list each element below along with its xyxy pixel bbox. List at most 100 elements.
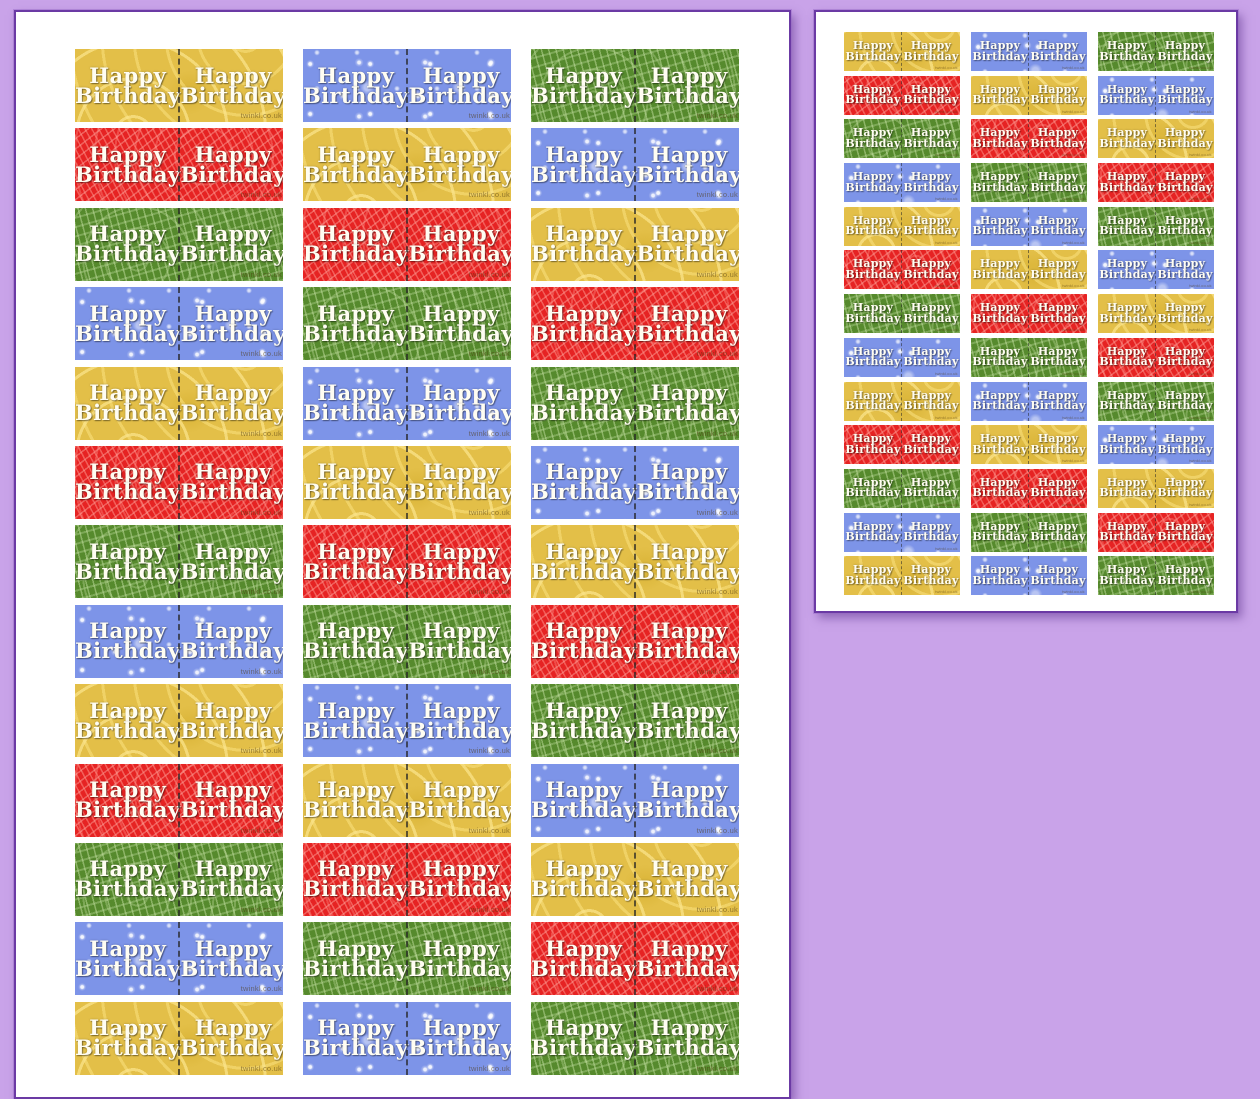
- label-right-half: Happy Birthday twinkl.co.uk: [180, 605, 283, 678]
- label-text: Happy Birthday: [75, 1015, 181, 1061]
- twinkl-watermark: twinkl.co.uk: [240, 825, 282, 835]
- twinkl-watermark: twinkl.co.uk: [1062, 590, 1085, 595]
- label-left-half: Happy Birthday: [303, 287, 408, 360]
- birthday-label-green: Happy Birthday Happy Birthday twinkl.co.…: [844, 119, 960, 159]
- label-grid: Happy Birthday Happy Birthday twinkl.co.…: [75, 49, 739, 1075]
- birthday-label-green: Happy Birthday Happy Birthday twinkl.co.…: [1098, 206, 1214, 246]
- label-right-half: Happy Birthday twinkl.co.uk: [180, 843, 283, 916]
- birthday-label-yellow: Happy Birthday Happy Birthday twinkl.co.…: [303, 763, 511, 837]
- birthday-label-blue: Happy Birthday Happy Birthday twinkl.co.…: [303, 684, 511, 758]
- birthday-label-yellow: Happy Birthday Happy Birthday twinkl.co.…: [1098, 468, 1214, 508]
- birthday-label-blue: Happy Birthday Happy Birthday twinkl.co.…: [75, 287, 283, 361]
- cut-line: [178, 842, 180, 916]
- label-text: Happy Birthday: [972, 39, 1028, 63]
- label-right-half: Happy Birthday twinkl.co.uk: [408, 525, 511, 598]
- label-text: Happy Birthday: [1099, 257, 1155, 281]
- birthday-label-blue: Happy Birthday Happy Birthday twinkl.co.…: [531, 445, 739, 519]
- label-right-half: Happy Birthday twinkl.co.uk: [636, 367, 739, 440]
- birthday-label-green: Happy Birthday Happy Birthday twinkl.co.…: [303, 287, 511, 361]
- label-text: Happy Birthday: [1157, 170, 1213, 194]
- cut-line: [1028, 381, 1029, 421]
- twinkl-watermark: twinkl.co.uk: [935, 65, 958, 70]
- twinkl-watermark: twinkl.co.uk: [468, 904, 510, 914]
- label-text: Happy Birthday: [903, 388, 959, 412]
- birthday-label-blue: Happy Birthday Happy Birthday twinkl.co.…: [303, 49, 511, 122]
- cut-line: [1155, 556, 1156, 596]
- label-left-half: Happy Birthday: [75, 764, 180, 837]
- label-text: Happy Birthday: [1030, 432, 1086, 456]
- twinkl-watermark: twinkl.co.uk: [935, 546, 958, 551]
- cut-line: [178, 922, 180, 996]
- label-right-half: Happy Birthday twinkl.co.uk: [180, 446, 283, 519]
- twinkl-watermark: twinkl.co.uk: [696, 746, 738, 756]
- birthday-label-yellow: Happy Birthday Happy Birthday twinkl.co.…: [75, 49, 283, 122]
- birthday-label-red: Happy Birthday Happy Birthday twinkl.co.…: [303, 842, 511, 916]
- birthday-label-red: Happy Birthday Happy Birthday twinkl.co.…: [844, 250, 960, 290]
- cut-line: [634, 128, 636, 202]
- cut-line: [634, 763, 636, 837]
- cut-line: [178, 287, 180, 361]
- birthday-label-blue: Happy Birthday Happy Birthday twinkl.co.…: [75, 922, 283, 996]
- label-left-half: Happy Birthday: [75, 1002, 180, 1075]
- label-left-half: Happy Birthday: [971, 338, 1029, 377]
- label-text: Happy Birthday: [303, 459, 409, 505]
- twinkl-watermark: twinkl.co.uk: [696, 984, 738, 994]
- label-right-half: Happy Birthday twinkl.co.uk: [408, 367, 511, 440]
- label-left-half: Happy Birthday: [75, 208, 180, 281]
- cut-line: [406, 684, 408, 758]
- birthday-label-blue: Happy Birthday Happy Birthday twinkl.co.…: [531, 128, 739, 202]
- birthday-label-yellow: Happy Birthday Happy Birthday twinkl.co.…: [971, 250, 1087, 290]
- cut-line: [406, 287, 408, 361]
- label-text: Happy Birthday: [1157, 126, 1213, 150]
- cut-line: [634, 49, 636, 122]
- label-left-half: Happy Birthday: [531, 922, 636, 995]
- label-left-half: Happy Birthday: [971, 76, 1029, 115]
- label-text: Happy Birthday: [408, 856, 511, 902]
- label-text: Happy Birthday: [845, 519, 901, 544]
- label-text: Happy Birthday: [75, 300, 181, 346]
- label-left-half: Happy Birthday: [75, 525, 180, 598]
- label-left-half: Happy Birthday: [971, 425, 1029, 464]
- cut-line: [634, 366, 636, 440]
- label-left-half: Happy Birthday: [75, 843, 180, 916]
- twinkl-watermark: twinkl.co.uk: [935, 109, 958, 114]
- label-text: Happy Birthday: [531, 62, 637, 108]
- label-text: Happy Birthday: [1157, 519, 1213, 544]
- label-text: Happy Birthday: [903, 257, 959, 281]
- cut-line: [901, 75, 902, 115]
- label-left-half: Happy Birthday: [1098, 513, 1156, 552]
- label-left-half: Happy Birthday: [303, 1002, 408, 1075]
- birthday-label-red: Happy Birthday Happy Birthday twinkl.co.…: [971, 294, 1087, 334]
- label-right-half: Happy Birthday twinkl.co.uk: [1156, 556, 1214, 595]
- cut-line: [1155, 250, 1156, 290]
- label-text: Happy Birthday: [636, 697, 739, 743]
- birthday-label-yellow: Happy Birthday Happy Birthday twinkl.co.…: [844, 32, 960, 71]
- label-text: Happy Birthday: [845, 432, 901, 456]
- label-text: Happy Birthday: [531, 777, 637, 823]
- cut-line: [634, 842, 636, 916]
- label-left-half: Happy Birthday: [844, 469, 902, 508]
- birthday-label-red: Happy Birthday Happy Birthday twinkl.co.…: [844, 425, 960, 465]
- label-left-half: Happy Birthday: [971, 163, 1029, 202]
- birthday-label-blue: Happy Birthday Happy Birthday twinkl.co.…: [1098, 250, 1214, 290]
- label-left-half: Happy Birthday: [75, 367, 180, 440]
- birthday-label-blue: Happy Birthday Happy Birthday twinkl.co.…: [303, 1001, 511, 1075]
- label-text: Happy Birthday: [903, 475, 959, 500]
- cut-line: [634, 922, 636, 996]
- label-right-half: Happy Birthday twinkl.co.uk: [902, 119, 960, 158]
- label-text: Happy Birthday: [1030, 344, 1086, 369]
- twinkl-watermark: twinkl.co.uk: [1062, 65, 1085, 70]
- label-text: Happy Birthday: [180, 538, 283, 584]
- label-text: Happy Birthday: [845, 475, 901, 500]
- label-left-half: Happy Birthday: [844, 163, 902, 202]
- twinkl-watermark: twinkl.co.uk: [1189, 502, 1212, 507]
- label-text: Happy Birthday: [636, 935, 739, 981]
- label-left-half: Happy Birthday: [844, 425, 902, 464]
- label-text: Happy Birthday: [903, 82, 959, 107]
- twinkl-watermark: twinkl.co.uk: [696, 666, 738, 676]
- label-left-half: Happy Birthday: [303, 49, 408, 122]
- twinkl-watermark: twinkl.co.uk: [468, 428, 510, 438]
- birthday-label-blue: Happy Birthday Happy Birthday twinkl.co.…: [971, 206, 1087, 246]
- label-text: Happy Birthday: [1099, 82, 1155, 107]
- twinkl-watermark: twinkl.co.uk: [935, 284, 958, 289]
